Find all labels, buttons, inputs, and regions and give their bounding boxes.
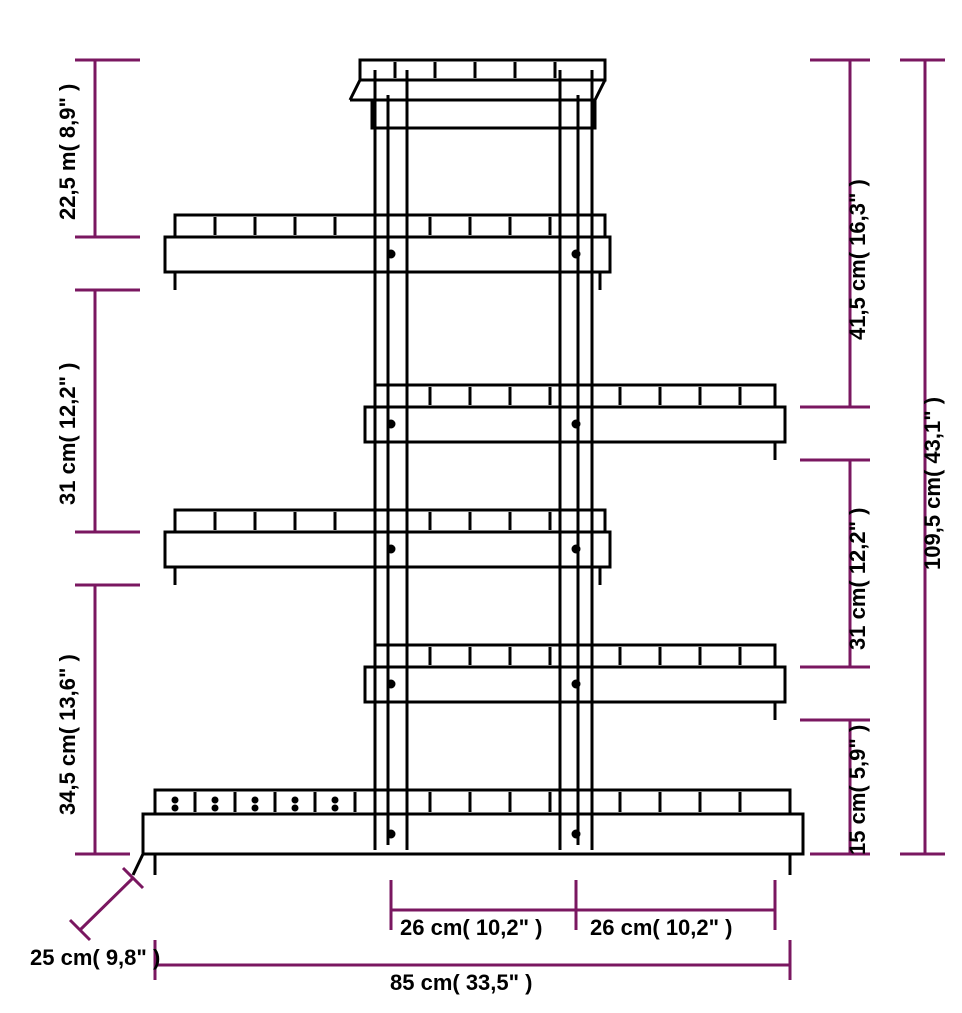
dim-right-bot: 15 cm( 5,9" ) [845, 725, 871, 855]
dim-right-mid: 31 cm( 12,2" ) [845, 507, 871, 650]
dim-right-top: 41,5 cm( 16,3" ) [845, 179, 871, 340]
dim-left-mid: 31 cm( 12,2" ) [55, 362, 81, 505]
dim-bottom-seg1: 26 cm( 10,2" ) [400, 915, 543, 941]
dim-left-bottom: 34,5 cm( 13,6" ) [55, 654, 81, 815]
dim-bottom-depth: 25 cm( 9,8" ) [30, 945, 160, 971]
dim-bottom-seg2: 26 cm( 10,2" ) [590, 915, 733, 941]
dim-bottom-total: 85 cm( 33,5" ) [390, 970, 533, 996]
product-diagram [0, 0, 962, 1013]
dim-right-total: 109,5 cm( 43,1" ) [920, 397, 946, 570]
dim-left-top: 22,5 m( 8,9" ) [55, 84, 81, 220]
